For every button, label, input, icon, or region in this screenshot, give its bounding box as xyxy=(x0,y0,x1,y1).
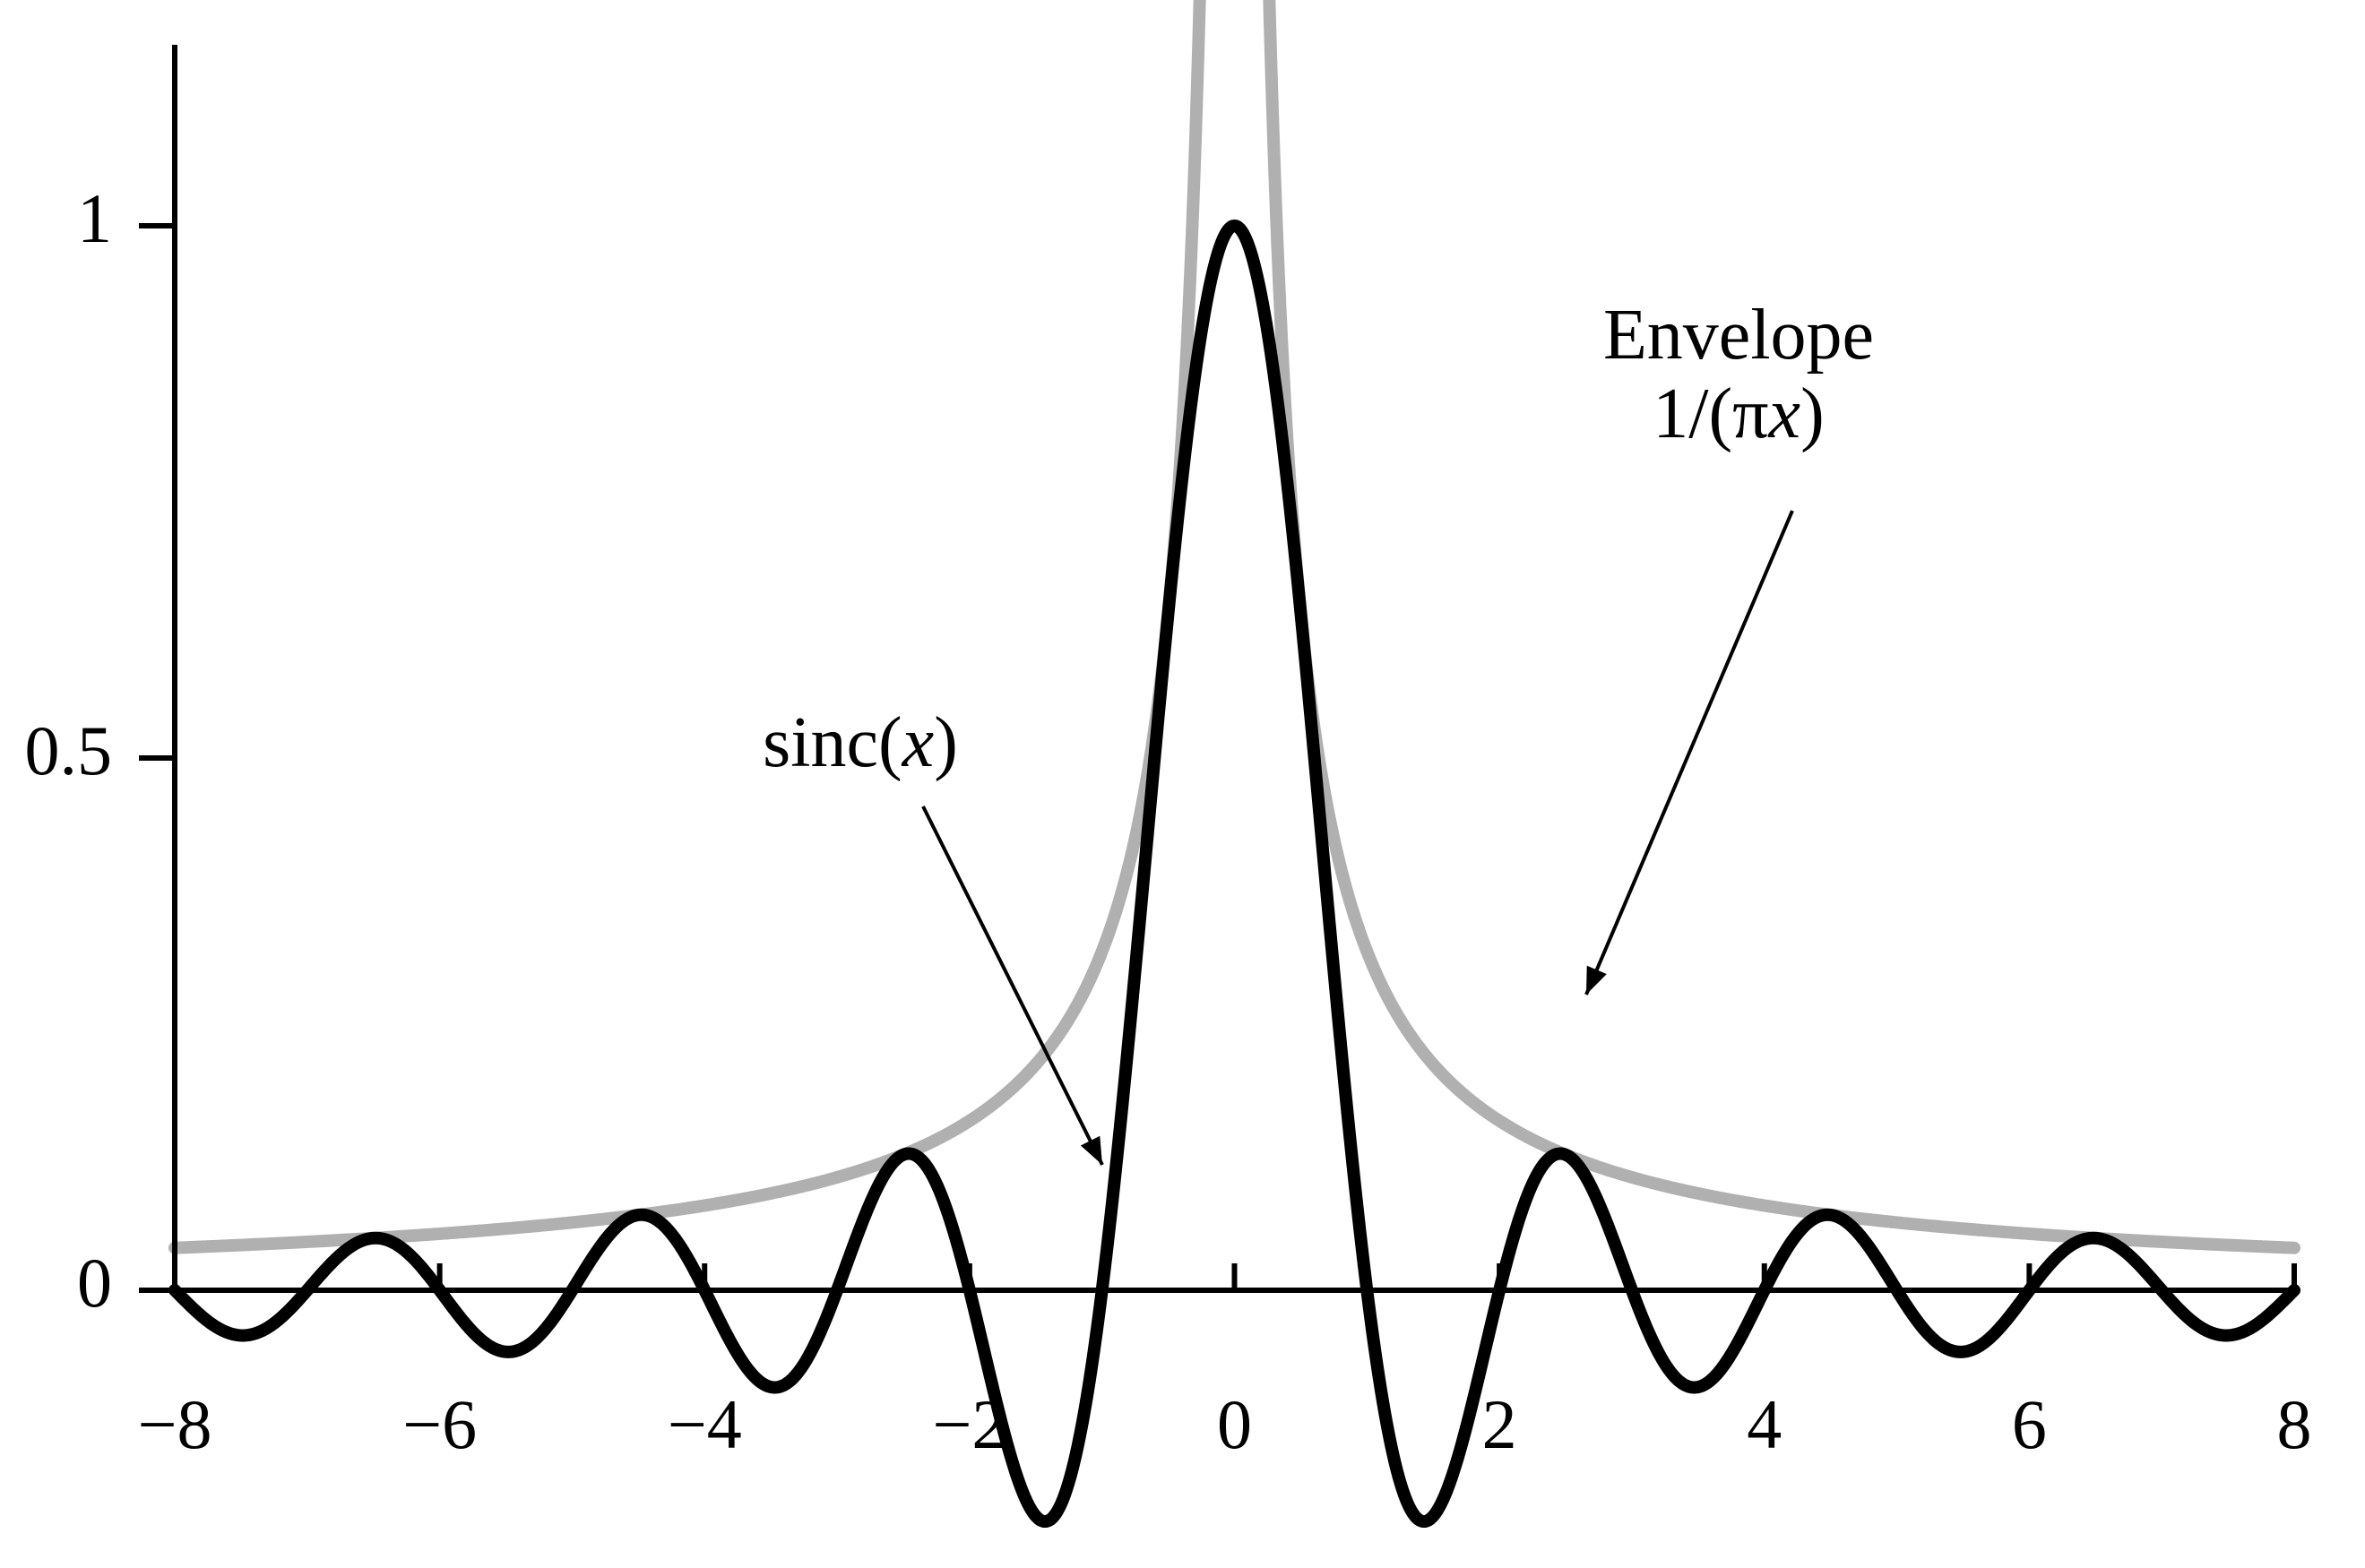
annotation-arrow xyxy=(923,806,1102,1165)
x-tick-label: 0 xyxy=(1217,1385,1252,1463)
x-tick-label: −6 xyxy=(402,1385,477,1463)
y-tick-label: 0 xyxy=(77,1244,112,1322)
annotation-arrowhead xyxy=(1081,1136,1102,1165)
sinc-label: sinc(x) xyxy=(763,703,958,782)
envelope-curve-positive xyxy=(1261,0,2294,1248)
annotation-arrow xyxy=(1586,511,1792,995)
x-tick-label: 6 xyxy=(2012,1385,2047,1463)
envelope-label-line1: Envelope xyxy=(1603,296,1874,375)
sinc-curve xyxy=(175,226,2294,1521)
sinc-chart: −8−6−4−20246800.51sinc(x)Envelope1/(πx) xyxy=(0,0,2365,1568)
x-tick-label: −4 xyxy=(668,1385,742,1463)
x-tick-label: −8 xyxy=(138,1385,212,1463)
x-tick-label: 8 xyxy=(2277,1385,2312,1463)
x-tick-label: 2 xyxy=(1482,1385,1517,1463)
envelope-label-line2: 1/(πx) xyxy=(1653,375,1824,453)
x-tick-label: 4 xyxy=(1747,1385,1782,1463)
annotation-arrowhead xyxy=(1586,966,1607,995)
y-tick-label: 0.5 xyxy=(25,711,113,789)
y-tick-label: 1 xyxy=(77,179,112,257)
envelope-curve-negative xyxy=(175,0,1208,1248)
chart-svg: −8−6−4−20246800.51sinc(x)Envelope1/(πx) xyxy=(0,0,2365,1568)
